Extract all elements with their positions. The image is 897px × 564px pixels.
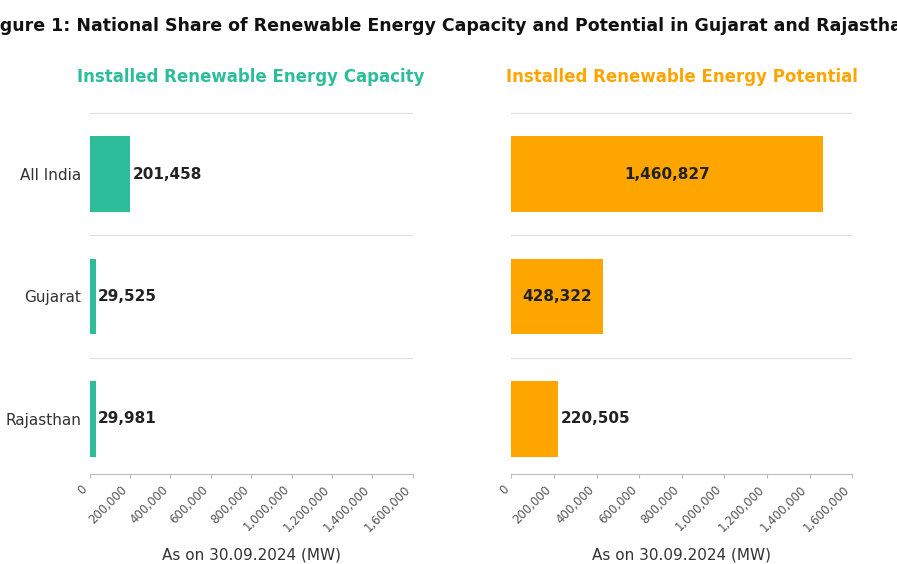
X-axis label: As on 30.09.2024 (MW): As on 30.09.2024 (MW) (161, 548, 341, 563)
Text: 220,505: 220,505 (561, 411, 631, 426)
Text: 29,525: 29,525 (98, 289, 157, 304)
Text: 1,460,827: 1,460,827 (624, 167, 710, 182)
Text: 201,458: 201,458 (133, 167, 202, 182)
Bar (511, 258, 603, 334)
Title: Installed Renewable Energy Potential: Installed Renewable Energy Potential (506, 68, 858, 86)
Bar (511, 136, 823, 212)
Bar (90, 258, 96, 334)
Text: Figure 1: National Share of Renewable Energy Capacity and Potential in Gujarat a: Figure 1: National Share of Renewable En… (0, 17, 897, 35)
Bar (90, 136, 130, 212)
X-axis label: As on 30.09.2024 (MW): As on 30.09.2024 (MW) (592, 548, 771, 563)
Bar (90, 381, 96, 457)
Text: 29,981: 29,981 (98, 411, 157, 426)
Title: Installed Renewable Energy Capacity: Installed Renewable Energy Capacity (77, 68, 425, 86)
Bar (511, 381, 558, 457)
Text: 428,322: 428,322 (522, 289, 592, 304)
